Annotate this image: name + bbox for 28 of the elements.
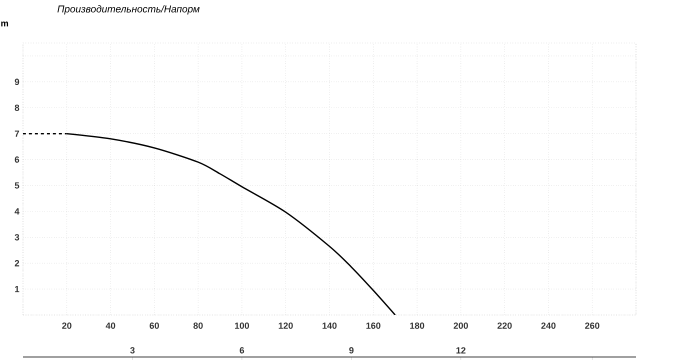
x-tick-label: 240 — [541, 322, 556, 329]
x-tick-label: 80 — [193, 322, 203, 329]
y-tick-label: 9 — [14, 78, 20, 86]
x-tick-label: 220 — [497, 322, 512, 329]
x2-tick-label: 3 — [130, 347, 135, 354]
x-tick-label: 40 — [106, 322, 116, 329]
x-tick-label: 180 — [410, 322, 424, 329]
x-tick-label: 260 — [585, 322, 600, 329]
y-tick-label: 5 — [14, 182, 20, 189]
x-tick-label: 200 — [454, 322, 468, 329]
x-tick-label: 160 — [366, 322, 380, 329]
x-tick-label: 20 — [62, 322, 72, 329]
y-tick-label: 1 — [15, 286, 20, 292]
x2-tick-label: 6 — [240, 347, 244, 354]
x-tick-label: 60 — [150, 322, 159, 329]
y-tick-label: 6 — [14, 156, 20, 163]
y-tick-label: 7 — [14, 130, 20, 137]
x-tick-label: 120 — [278, 322, 293, 329]
y-tick-label: 4 — [14, 208, 20, 214]
y-tick-label: 8 — [14, 104, 20, 111]
x2-tick-label: 9 — [349, 347, 354, 354]
x-tick-label: 140 — [322, 322, 337, 329]
x-tick-label: 100 — [235, 322, 250, 329]
y-tick-label: 3 — [14, 234, 20, 240]
chart-title: Производительность/Напорм — [57, 5, 200, 14]
y-tick-label: 2 — [14, 260, 20, 266]
y-axis-title: m — [1, 22, 8, 26]
x2-tick-label: 12 — [456, 347, 466, 354]
